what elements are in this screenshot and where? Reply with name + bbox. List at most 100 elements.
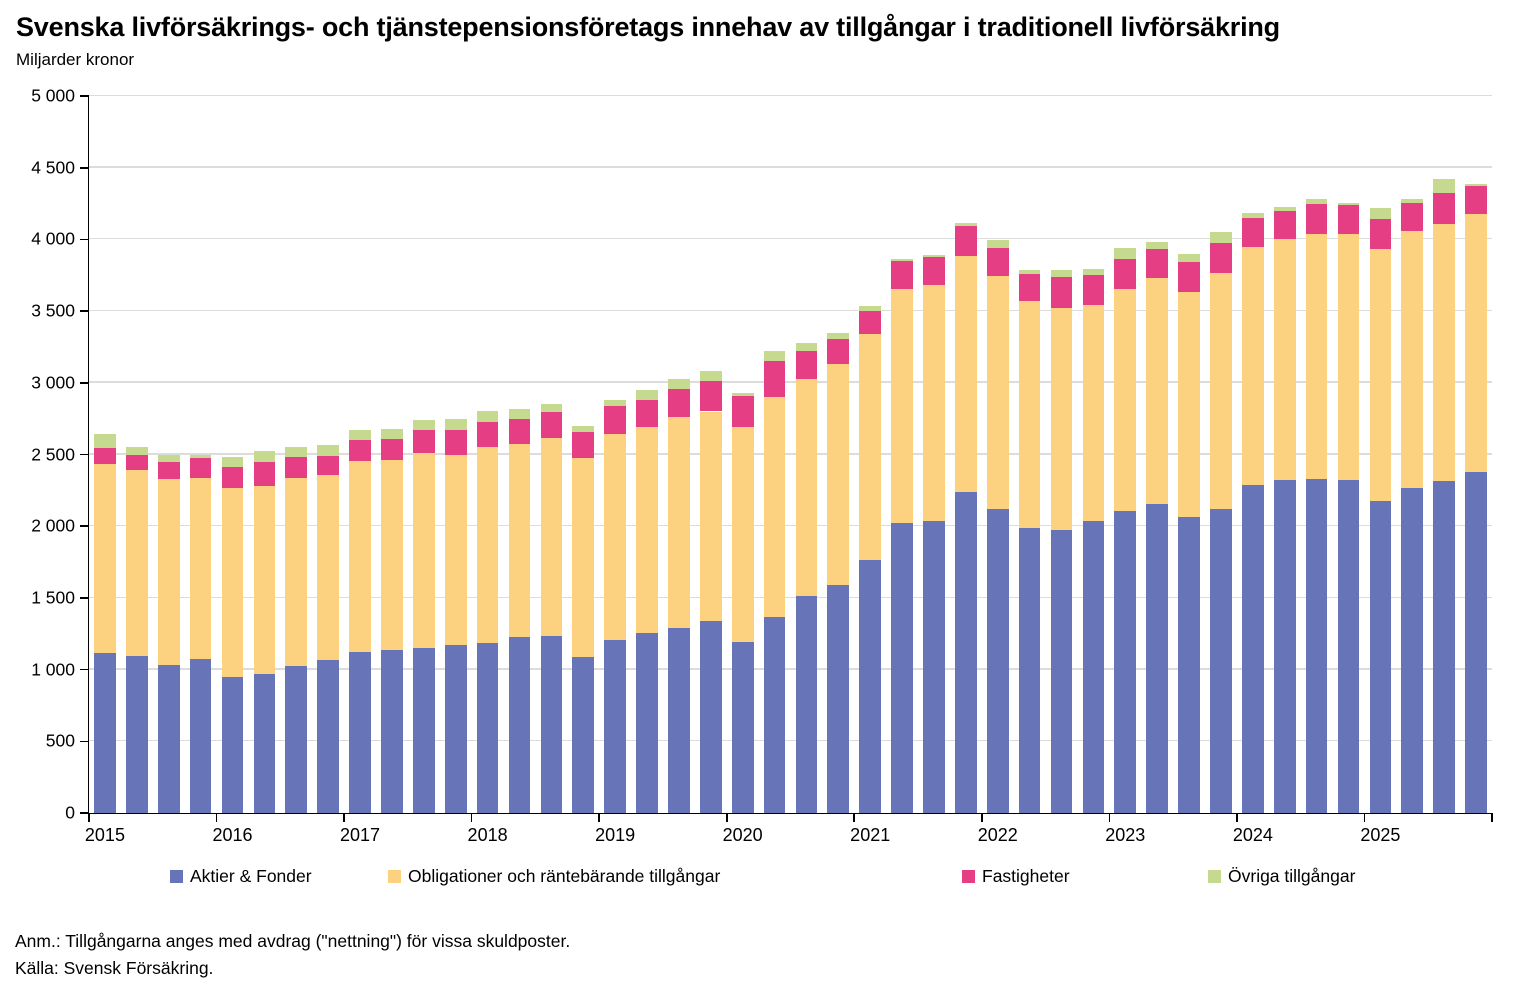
bar-2021Q1 — [859, 96, 882, 813]
bar-segment-aktier — [1242, 484, 1264, 813]
bar-2023Q1 — [1114, 96, 1137, 813]
bar-segment-obligationer — [349, 460, 371, 653]
bar-segment-fastigheter — [317, 455, 339, 476]
y-axis-tick — [80, 597, 89, 599]
bar-2015Q1 — [94, 96, 116, 813]
legend-item-fastigheter: Fastigheter — [962, 866, 1070, 887]
bar-segment-ovriga — [699, 371, 722, 381]
legend-swatch-obligationer-icon — [388, 870, 401, 883]
bar-segment-ovriga — [381, 428, 403, 439]
bar-segment-obligationer — [317, 475, 339, 660]
bar-segment-obligationer — [763, 397, 786, 617]
bar-2020Q2 — [763, 96, 786, 813]
bar-segment-fastigheter — [1337, 205, 1360, 235]
bar-segment-ovriga — [859, 306, 882, 312]
bar-segment-aktier — [1369, 501, 1392, 813]
bar-2016Q4 — [317, 96, 339, 813]
legend-label-ovriga: Övriga tillgångar — [1228, 866, 1356, 886]
x-axis-label-2024: 2024 — [1232, 825, 1273, 845]
bar-2019Q3 — [668, 96, 690, 813]
y-axis-label: 2 500 — [31, 444, 75, 464]
bar-segment-ovriga — [508, 408, 531, 420]
bar-segment-aktier — [1210, 509, 1232, 813]
x-axis-label-2025: 2025 — [1360, 825, 1401, 845]
bar-2023Q4 — [1210, 96, 1232, 813]
x-axis-label-2022: 2022 — [977, 825, 1018, 845]
bar-2022Q3 — [1050, 96, 1073, 813]
bar-segment-obligationer — [668, 416, 690, 629]
bar-2023Q2 — [1146, 96, 1169, 813]
bar-segment-aktier — [381, 650, 403, 813]
bar-2016Q2 — [253, 96, 276, 813]
bar-segment-aktier — [668, 628, 690, 813]
bar-segment-ovriga — [1273, 207, 1296, 212]
gridline — [89, 524, 1492, 527]
bar-segment-ovriga — [986, 240, 1009, 249]
bar-segment-fastigheter — [412, 430, 435, 454]
bar-segment-fastigheter — [189, 458, 212, 479]
gridline — [89, 309, 1492, 312]
legend-swatch-aktier-icon — [170, 870, 183, 883]
bar-segment-obligationer — [636, 426, 658, 634]
bar-segment-aktier — [1465, 471, 1487, 813]
bar-segment-aktier — [1273, 479, 1296, 813]
footnotes: Anm.: Tillgångarna anges med avdrag ("ne… — [15, 928, 570, 982]
bar-segment-obligationer — [1401, 230, 1424, 489]
bar-segment-aktier — [763, 616, 786, 813]
bar-segment-ovriga — [125, 447, 148, 455]
bar-2016Q1 — [221, 96, 244, 813]
bar-segment-aktier — [444, 645, 467, 813]
bar-segment-aktier — [221, 676, 244, 813]
bar-segment-aktier — [189, 658, 212, 813]
legend-item-aktier: Aktier & Fonder — [170, 866, 312, 887]
bar-segment-fastigheter — [253, 462, 276, 487]
bar-segment-ovriga — [1178, 253, 1200, 262]
bar-segment-obligationer — [1465, 213, 1487, 472]
y-axis-label: 500 — [45, 730, 75, 751]
bar-segment-aktier — [412, 648, 435, 813]
bar-segment-aktier — [1401, 488, 1424, 813]
y-axis-label: 3 500 — [31, 300, 75, 321]
y-axis-tick — [80, 812, 89, 814]
bar-2021Q3 — [923, 96, 945, 813]
bar-segment-obligationer — [604, 433, 626, 640]
y-axis-tick — [80, 166, 89, 169]
bar-2022Q4 — [1082, 96, 1105, 813]
bar-segment-obligationer — [1210, 273, 1232, 509]
bar-segment-aktier — [1305, 478, 1328, 813]
bar-segment-aktier — [253, 673, 276, 813]
bar-2015Q3 — [157, 96, 180, 813]
gridline — [89, 596, 1492, 598]
bar-segment-obligationer — [540, 438, 563, 636]
bar-segment-ovriga — [540, 404, 563, 413]
x-axis-label-2023: 2023 — [1105, 825, 1146, 845]
bar-segment-fastigheter — [699, 380, 722, 412]
bar-segment-ovriga — [94, 433, 116, 449]
y-axis-label: 5 000 — [31, 85, 75, 106]
x-axis-tick — [853, 813, 856, 822]
bar-segment-aktier — [125, 655, 148, 813]
bar-segment-ovriga — [157, 454, 180, 462]
x-axis-label-2016: 2016 — [212, 825, 253, 845]
bar-segment-fastigheter — [1305, 204, 1328, 234]
bar-segment-obligationer — [1305, 233, 1328, 479]
footnote-anm: Anm.: Tillgångarna anges med avdrag ("ne… — [15, 931, 571, 951]
bar-segment-aktier — [955, 491, 977, 813]
gridline — [89, 668, 1492, 670]
bar-segment-fastigheter — [923, 257, 945, 286]
bar-2018Q2 — [508, 96, 531, 813]
x-axis-tick — [343, 813, 345, 822]
bar-segment-ovriga — [1018, 269, 1041, 274]
gridline — [89, 238, 1492, 240]
y-axis-tick — [80, 453, 89, 456]
gridline — [89, 739, 1492, 742]
bar-segment-fastigheter — [285, 456, 308, 479]
legend-swatch-ovriga-icon — [1208, 870, 1221, 883]
bar-segment-ovriga — [955, 222, 977, 226]
bar-2022Q2 — [1018, 96, 1041, 813]
bar-segment-obligationer — [1082, 305, 1105, 522]
bar-segment-aktier — [317, 659, 339, 813]
x-axis-tick — [88, 813, 90, 822]
bar-segment-ovriga — [253, 450, 276, 463]
bar-segment-aktier — [1146, 503, 1169, 813]
